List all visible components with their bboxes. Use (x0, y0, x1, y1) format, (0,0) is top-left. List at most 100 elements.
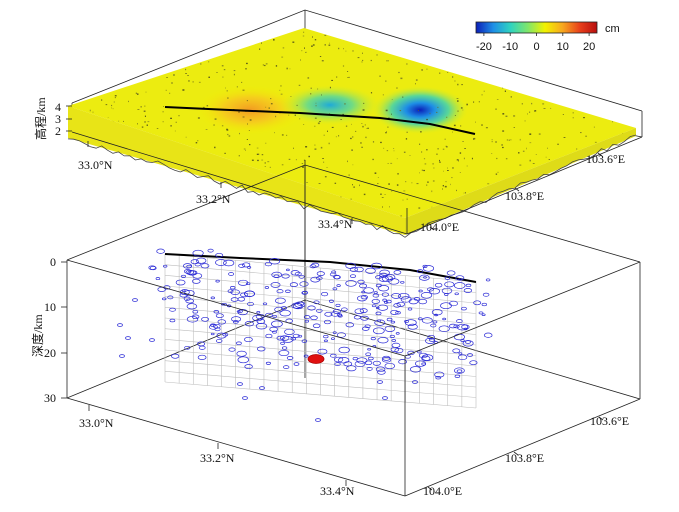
aftershock-marker (421, 317, 433, 324)
bottom-lat-axis: 33.0°N 33.2°N 33.4°N (79, 405, 355, 498)
aftershock-marker (247, 301, 254, 307)
aftershock-marker (420, 292, 433, 299)
aftershock-marker (246, 282, 251, 286)
aftershock-marker (408, 298, 419, 305)
aftershock-marker (454, 367, 465, 374)
terrain-front-left (68, 106, 405, 235)
aftershock-marker (444, 281, 455, 288)
aftershock-marker (316, 276, 323, 281)
aftershock-marker (458, 352, 463, 355)
aftershock-marker (381, 275, 394, 282)
aftershock-marker (382, 298, 387, 302)
aftershock-marker (454, 374, 461, 378)
aftershock-marker (310, 315, 318, 321)
depth-tick-10: 10 (44, 300, 56, 314)
aftershock-marker (280, 341, 286, 345)
aftershock-marker (407, 307, 413, 311)
aftershock-marker (360, 315, 369, 321)
aftershock-marker (323, 339, 328, 343)
aftershock-marker (483, 332, 493, 338)
anomaly-cyan (280, 85, 380, 125)
aftershock-marker (429, 288, 440, 295)
aftershock-marker (293, 362, 300, 366)
aftershock-marker (163, 264, 168, 268)
aftershock-marker (328, 299, 334, 303)
aftershock-marker (332, 308, 341, 314)
aftershock-marker (453, 324, 460, 329)
aftershock-marker (427, 334, 435, 340)
aftershock-marker (275, 297, 286, 304)
aftershock-marker (293, 303, 304, 310)
colorbar-ticks: -20 -10 0 10 20 (476, 33, 595, 53)
aftershock-markers (117, 248, 493, 422)
aftershock-marker (370, 337, 376, 341)
aftershock-marker (272, 314, 278, 318)
aftershock-marker (303, 315, 311, 320)
aftershock-marker (244, 336, 253, 343)
aftershock-marker (256, 346, 266, 352)
aftershock-marker (264, 286, 270, 289)
aftershock-marker (329, 272, 337, 277)
aftershock-marker (332, 287, 338, 291)
aftershock-marker (371, 304, 377, 308)
aftershock-marker (148, 265, 156, 270)
aftershock-marker (161, 297, 167, 301)
aftershock-marker (187, 270, 197, 276)
aftershock-marker (192, 272, 203, 279)
aftershock-marker (169, 318, 176, 323)
aftershock-marker (244, 364, 253, 370)
colorbar: cm -20 -10 0 10 20 (475, 21, 620, 53)
aftershock-marker (155, 277, 161, 281)
aftershock-marker (280, 335, 290, 341)
aftershock-marker (421, 362, 427, 366)
aftershock-marker (196, 257, 207, 264)
aftershock-marker (463, 288, 473, 293)
aftershock-marker (210, 296, 215, 300)
aftershock-marker (283, 365, 290, 369)
aftershock-marker (363, 287, 375, 294)
aftershock-marker (377, 304, 389, 311)
aftershock-marker (252, 314, 263, 322)
top-z-axis-label: 高程/km (33, 97, 48, 140)
aftershock-marker (241, 262, 251, 268)
aftershock-marker (481, 302, 487, 307)
aftershock-marker (232, 320, 239, 324)
aftershock-marker (418, 298, 428, 305)
aftershock-marker (330, 311, 340, 317)
aftershock-marker (469, 360, 478, 366)
aftershock-marker (231, 316, 242, 322)
aftershock-marker (215, 259, 227, 266)
aftershock-marker (212, 323, 221, 329)
aftershock-marker (356, 295, 368, 302)
aftershock-marker (311, 262, 320, 268)
aftershock-marker (207, 248, 214, 253)
aftershock-marker (331, 270, 337, 274)
aftershock-marker (365, 267, 376, 274)
bottom-panel: 0 10 20 30 深度/km 33.0°N 33.2°N 33.4°N 10… (30, 164, 641, 498)
aftershock-marker (359, 283, 368, 289)
aftershock-marker (430, 323, 437, 328)
aftershock-marker (213, 310, 220, 314)
depth-tick-20: 20 (44, 346, 56, 360)
aftershock-marker (269, 258, 281, 265)
aftershock-marker (330, 337, 335, 340)
aftershock-marker (452, 348, 461, 354)
fault-trace-bottom (164, 253, 477, 283)
aftershock-marker (316, 271, 325, 276)
aftershock-marker (333, 274, 341, 280)
aftershock-marker (440, 302, 452, 310)
aftershock-marker (372, 360, 381, 366)
aftershock-marker (453, 282, 466, 289)
aftershock-marker (238, 263, 246, 268)
aftershock-marker (156, 248, 165, 254)
aftershock-marker (345, 280, 357, 287)
top-lon-tick-103.8: 103.8°E (505, 189, 544, 203)
aftershock-marker (461, 306, 467, 311)
terrain-speckle (67, 31, 637, 238)
aftershock-marker (149, 338, 155, 342)
aftershock-marker (394, 347, 404, 354)
aftershock-marker (375, 366, 386, 373)
aftershock-marker (336, 284, 341, 287)
aftershock-marker (370, 262, 383, 270)
aftershock-marker (456, 323, 469, 331)
